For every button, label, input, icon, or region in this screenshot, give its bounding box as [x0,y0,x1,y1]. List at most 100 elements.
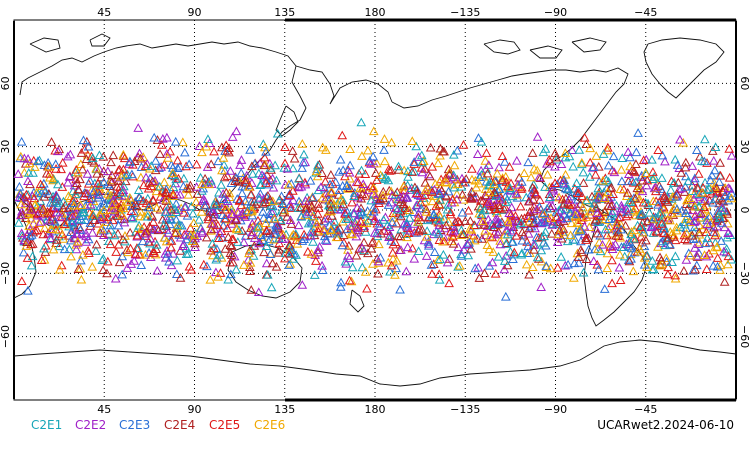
occultation-marker [409,157,419,166]
occultation-marker [84,248,94,258]
occultation-marker [138,196,149,205]
occultation-marker [527,262,538,272]
occultation-marker [267,208,277,217]
occultation-marker [138,236,148,246]
occultation-marker [568,234,578,244]
occultation-marker [421,207,432,216]
occultation-marker [553,229,564,239]
occultation-marker [662,197,673,206]
occultation-marker [527,148,538,157]
occultation-marker [120,236,130,246]
occultation-marker [671,191,682,201]
occultation-marker [607,244,618,254]
occultation-marker [523,196,534,206]
occultation-marker [64,172,75,181]
occultation-marker [55,212,65,222]
occultation-marker [570,210,581,220]
left-latitude-tick: 60 [0,76,12,90]
occultation-marker [407,136,418,146]
occultation-marker [312,218,322,228]
occultation-marker [57,157,68,167]
occultation-marker [136,172,146,182]
occultation-marker [388,253,398,263]
top-longitude-tick: 90 [188,6,202,19]
occultation-marker [356,165,367,175]
occultation-marker [73,184,84,194]
occultation-marker [402,242,413,252]
occultation-marker [208,250,218,260]
occultation-marker [28,218,39,228]
occultation-marker [425,171,435,181]
occultation-marker [379,145,389,154]
occultation-marker [209,199,220,209]
right-latitude-tick: −30 [738,262,750,285]
occultation-marker [180,201,191,211]
occultation-marker [492,229,503,239]
occultation-marker [198,183,209,193]
occultation-marker [405,185,416,194]
occultation-marker [369,228,380,237]
occultation-marker [368,126,379,136]
occultation-marker [428,209,439,219]
occultation-marker [75,159,86,169]
occultation-marker [282,211,292,221]
occultation-marker [551,152,561,162]
occultation-marker [264,179,274,189]
occultation-marker [48,175,58,185]
occultation-marker [65,193,75,203]
occultation-marker [647,255,658,265]
occultation-marker [515,201,526,211]
occultation-marker [327,210,337,220]
occultation-marker [142,211,153,221]
occultation-marker [226,241,237,250]
occultation-marker [701,251,712,261]
occultation-marker [681,208,691,217]
occultation-marker [81,154,92,164]
occultation-marker [45,233,55,243]
occultation-marker [719,246,729,256]
occultation-marker [656,207,667,217]
occultation-marker [161,221,172,231]
occultation-marker [529,244,539,254]
occultation-marker [591,214,602,224]
occultation-marker [565,191,576,201]
occultation-marker [714,198,725,208]
occultation-marker [637,209,647,218]
occultation-marker [288,229,299,239]
occultation-marker [89,157,100,167]
occultation-marker [647,174,658,184]
occultation-marker [538,237,549,247]
occultation-marker [85,199,96,209]
occultation-marker [473,133,484,142]
occultation-marker [141,198,152,208]
occultation-marker [483,160,494,169]
occultation-marker [640,168,651,177]
occultation-marker [161,188,172,198]
occultation-marker [170,136,181,146]
occultation-marker [227,132,238,141]
occultation-marker [384,232,394,241]
occultation-marker [694,189,705,198]
occultation-marker [509,247,520,257]
occultation-marker [475,216,486,226]
occultation-marker [319,226,330,236]
occultation-marker [156,162,167,171]
occultation-marker [95,180,105,189]
occultation-marker [81,231,91,241]
africa-coastline [13,199,37,299]
occultation-marker [585,143,596,153]
occultation-marker [171,227,182,237]
occultation-marker [347,197,357,207]
occultation-marker [490,268,501,278]
occultation-marker [273,247,284,257]
occultation-marker [38,229,49,239]
occultation-marker [352,223,362,232]
occultation-marker [657,219,667,228]
occultation-markers [13,117,737,301]
occultation-marker [193,202,204,211]
occultation-marker [505,183,516,192]
occultation-marker [257,235,268,244]
occultation-marker [403,166,413,176]
occultation-marker [184,261,195,271]
occultation-marker [427,196,438,206]
